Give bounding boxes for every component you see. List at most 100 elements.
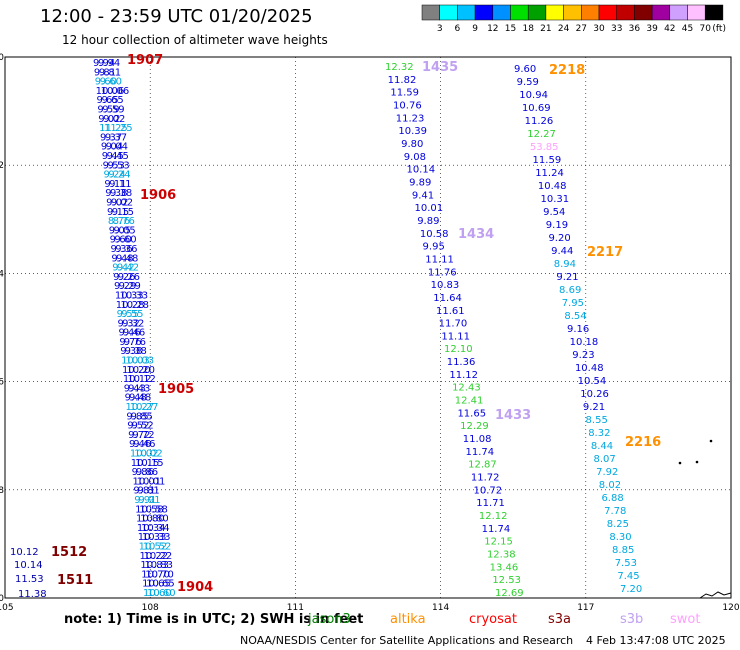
pass-number-label: 1906	[140, 188, 176, 203]
wave-height-value: 9.38	[125, 346, 147, 357]
wave-height-value: 9.46	[118, 328, 140, 339]
wave-height-value: 11.11	[425, 254, 454, 265]
legend-item-s3b: s3b	[620, 612, 644, 627]
wave-height-value: 9.60	[100, 77, 122, 88]
wave-height-value: 11.71	[476, 498, 505, 509]
wave-height-value: 8.44	[591, 441, 613, 452]
wave-height-value: 8.30	[609, 532, 631, 543]
wave-height-value: 10.27	[130, 402, 159, 413]
colorbar-tick-label: 9	[472, 24, 478, 34]
longitude-label: 114	[432, 603, 449, 613]
wave-height-value: 9.02	[111, 197, 133, 208]
wave-height-value: 9.45	[102, 151, 124, 162]
legend-item-s3a: s3a	[548, 612, 572, 627]
wave-height-value: 10.20	[122, 365, 151, 376]
wave-height-value: 9.19	[546, 220, 568, 231]
wave-height-value: 11.70	[439, 319, 468, 330]
wave-height-value: 9.55	[121, 309, 143, 320]
wave-height-value: 7.45	[617, 571, 639, 582]
wave-height-value: 9.59	[102, 104, 124, 115]
wave-height-value: 9.91	[138, 495, 160, 506]
colorbar-tick-label: 21	[540, 24, 551, 34]
pass-number-label: 1905	[158, 382, 194, 397]
wave-height-value: 10.60	[143, 588, 172, 599]
footer-note: note: 1) Time is in UTC; 2) SWH is in fe…	[64, 612, 364, 627]
wave-height-value: 10.06	[96, 86, 125, 97]
wave-height-value: 8.94	[554, 259, 576, 270]
wave-height-value: 9.94	[93, 58, 115, 69]
wave-height-value: 6.88	[601, 493, 623, 504]
wave-height-value: 10.18	[570, 337, 599, 348]
wave-height-value: 9.81	[133, 486, 155, 497]
longitude-label: 105	[0, 603, 14, 613]
wave-height-value: 9.21	[556, 272, 578, 283]
wave-height-value: 10.03	[126, 356, 155, 367]
wave-height-value: 9.59	[517, 77, 539, 88]
wave-height-value: 9.42	[117, 263, 139, 274]
wave-height-value: 10.65	[146, 579, 175, 590]
wave-height-value: 11.72	[471, 473, 500, 484]
wave-height-value: 9.85	[131, 411, 153, 422]
latitude-label: -12	[0, 161, 4, 171]
wave-height-value: 10.34	[141, 523, 170, 534]
wave-height-value: 10.33	[142, 532, 171, 543]
latitude-label: -18	[0, 486, 4, 496]
wave-height-value: 7.95	[562, 298, 584, 309]
wave-height-value: 9.29	[119, 281, 141, 292]
pass-number-label: 1433	[495, 408, 531, 423]
wave-height-value: 10.03	[121, 356, 150, 367]
wave-height-value: 9.48	[111, 253, 133, 264]
wave-height-value: 12.38	[487, 550, 516, 561]
wave-height-value: 10.12	[127, 374, 156, 385]
wave-height-value: 9.45	[107, 151, 129, 162]
wave-height-value: 8.85	[612, 545, 634, 556]
wave-height-value: 11.25	[104, 123, 133, 134]
wave-height-value: 9.65	[97, 95, 119, 106]
wave-height-value: 11.74	[465, 447, 494, 458]
wave-height-value: 8.07	[594, 454, 616, 465]
wave-height-value: 10.02	[130, 449, 159, 460]
wave-height-value: 11.64	[433, 293, 462, 304]
island-dot	[695, 460, 699, 464]
wave-height-value: 7.78	[604, 506, 626, 517]
wave-height-value: 7.92	[596, 467, 618, 478]
wave-height-value: 9.54	[543, 207, 565, 218]
wave-height-value: 9.76	[124, 337, 146, 348]
wave-height-value: 9.94	[98, 58, 120, 69]
pass-number-label: 2216	[625, 435, 661, 450]
wave-height-value: 9.55	[117, 309, 139, 320]
wave-height-value: 11.53	[15, 574, 44, 585]
wave-height-value: 10.02	[134, 449, 163, 460]
latitude-label: -10	[0, 53, 4, 63]
wave-height-value: 9.29	[114, 281, 136, 292]
wave-height-value: 9.89	[409, 177, 431, 188]
wave-height-value: 12.43	[452, 383, 481, 394]
wave-height-value: 9.81	[99, 67, 121, 78]
wave-height-value: 9.81	[138, 486, 160, 497]
wave-height-value: 11.76	[428, 267, 457, 278]
legend-item-jason3: jason3	[308, 612, 351, 627]
generated-timestamp: 4 Feb 13:47:08 UTC 2025	[586, 634, 726, 647]
wave-height-value: 9.38	[110, 188, 132, 199]
wave-height-value: 9.26	[118, 272, 140, 283]
wave-height-value: 10.01	[415, 203, 444, 214]
wave-height-value: 9.44	[551, 246, 573, 257]
wave-height-value: 9.52	[132, 421, 154, 432]
pass-number-label: 1904	[177, 580, 213, 595]
wave-height-value: 9.38	[105, 188, 127, 199]
wave-height-value: 10.94	[519, 90, 548, 101]
wave-height-value: 9.53	[103, 160, 125, 171]
wave-height-value: 8.55	[586, 415, 608, 426]
legend-item-swot: swot	[670, 612, 701, 627]
wave-height-value: 10.76	[393, 100, 422, 111]
pass-number-label: 2217	[587, 245, 623, 260]
wave-height-value: 10.70	[141, 569, 170, 580]
wave-height-value: 10.58	[135, 504, 164, 515]
pass-number-label: 1434	[458, 227, 494, 242]
wave-height-value: 13.46	[490, 562, 519, 573]
coastline	[699, 591, 732, 599]
wave-height-value: 12.27	[527, 129, 556, 140]
wave-height-value: 10.34	[137, 523, 166, 534]
wave-height-value: 10.80	[140, 514, 169, 525]
